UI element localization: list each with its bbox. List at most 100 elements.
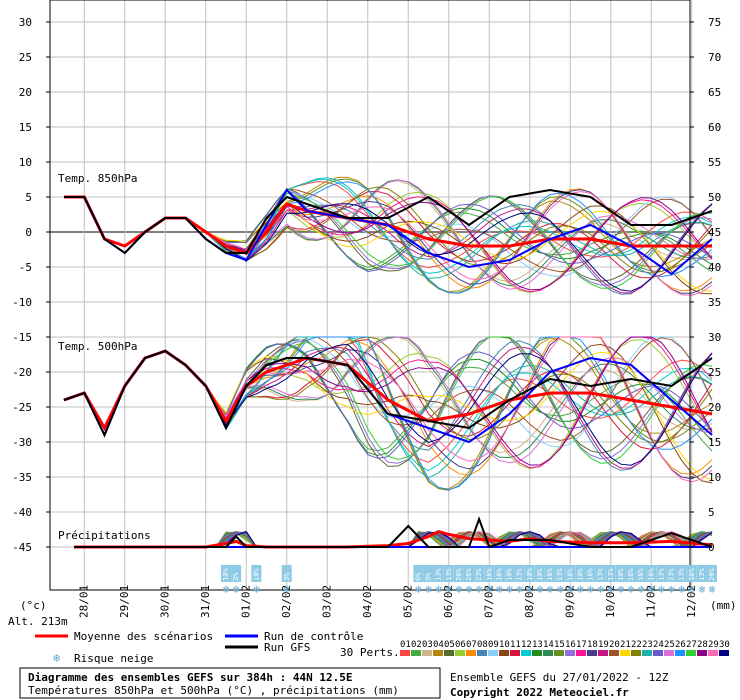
snow-risk-pct: 16%: [587, 568, 595, 581]
pert-swatch: [499, 650, 509, 656]
snow-icon: ❄: [587, 583, 594, 596]
snow-risk-bar: [504, 565, 515, 582]
snow-risk-bar: [514, 565, 525, 582]
right-tick-label: 55: [708, 156, 721, 169]
pert-swatch: [488, 650, 498, 656]
series-line-precip: [74, 516, 713, 549]
pert-number: 08: [477, 640, 488, 650]
left-tick-label: -30: [12, 436, 32, 449]
snow-risk-pct: 13%: [516, 568, 524, 581]
snow-risk-bar: [494, 565, 505, 582]
pert-number: 15: [554, 640, 565, 650]
pert-swatch: [521, 650, 531, 656]
series-line-t500: [63, 349, 713, 438]
left-axis: 30 25 20 15 10 5 0 -5 -10 -15 -20 -25 -30 -35 -40 -45: [12, 16, 50, 554]
pert-swatch: [653, 650, 663, 656]
snow-risk-bar: [423, 565, 434, 582]
snow-risk-bar: [696, 565, 707, 582]
pert-swatch: [532, 650, 542, 656]
pert-swatch: [675, 650, 685, 656]
pert-swatch: [620, 650, 630, 656]
pert-number: 23: [642, 640, 653, 650]
snow-risk-pct: 16%: [688, 568, 696, 581]
snow-risk-bar: [646, 565, 657, 582]
snow-icon: ❄: [233, 583, 240, 596]
snow-icon: ❄: [506, 583, 513, 596]
left-tick-label: -10: [12, 296, 32, 309]
snow-risk-pct: 16%: [647, 568, 655, 581]
pert-number: 07: [466, 640, 477, 650]
left-tick-label: 10: [19, 156, 32, 169]
pert-swatch: [554, 650, 564, 656]
snow-risk-bar: [585, 565, 596, 582]
left-tick-label: -40: [12, 506, 32, 519]
pert-number: 14: [543, 640, 554, 650]
left-tick-label: -25: [12, 401, 32, 414]
snow-icon: ❄: [557, 583, 564, 596]
snow-icon: ❄: [618, 583, 625, 596]
right-tick-label: 65: [708, 86, 721, 99]
pert-number: 27: [686, 640, 697, 650]
snow-risk-pct: 16%: [637, 568, 645, 581]
right-tick-label: 10: [708, 471, 721, 484]
pert-number: 17: [576, 640, 587, 650]
snow-risk-pct: 13%: [678, 568, 686, 581]
pert-swatch: [598, 650, 608, 656]
snow-icon: ❄: [709, 583, 716, 596]
right-tick-label: 50: [708, 191, 721, 204]
pert-swatch: [642, 650, 652, 656]
date-tick-label: 07/02: [482, 585, 495, 618]
right-tick-label: 75: [708, 16, 721, 29]
pert-number: 06: [455, 640, 466, 650]
date-tick-label: 02/02: [280, 585, 293, 618]
snow-risk-bar: [615, 565, 626, 582]
snow-risk-bar: [484, 565, 495, 582]
snow-risk-pct: 10%: [222, 568, 230, 581]
legend: Moyenne des scénarios Run de contrôle Ru…: [35, 630, 730, 665]
snow-risk-pct: 20%: [708, 568, 716, 581]
pert-number: 11: [510, 640, 521, 650]
pert-swatch: [708, 650, 718, 656]
snow-risk-bar: [433, 565, 444, 582]
plot-frame: [49, 0, 691, 591]
pert-swatch: [697, 650, 707, 656]
left-unit-label: (°c): [20, 599, 47, 612]
pert-swatch: [664, 650, 674, 656]
snow-risk-bar: [575, 565, 586, 582]
pert-number: 02: [411, 640, 422, 650]
pert-number: 24: [653, 640, 664, 650]
snow-icon: ❄: [547, 583, 554, 596]
pert-number: 13: [532, 640, 543, 650]
snow-risk-markers: 10%❄3%❄10%❄3%❄6%❄3%❄13%❄13%❄26%❄26%❄23%❄…: [221, 565, 717, 596]
right-tick-label: 30: [708, 331, 721, 344]
snow-risk-bar: [595, 565, 606, 582]
snow-risk-bar: [707, 565, 717, 582]
snow-icon: ❄: [628, 583, 635, 596]
snow-risk-bar: [221, 565, 231, 582]
snow-risk-bar: [565, 565, 576, 582]
pert-number: 20: [609, 640, 620, 650]
pert-swatch: [587, 650, 597, 656]
legend-perts-label: 30 Perts.: [340, 646, 400, 659]
left-tick-label: -15: [12, 331, 32, 344]
date-tick-label: 31/01: [199, 585, 212, 618]
panel-label-t500: Temp. 500hPa: [58, 340, 137, 353]
left-tick-label: 15: [19, 121, 32, 134]
snow-icon: ❄: [537, 583, 544, 596]
snow-risk-pct: 13%: [556, 568, 564, 581]
snow-icon: ❄: [648, 583, 655, 596]
snow-risk-pct: 13%: [445, 568, 453, 581]
pert-number: 09: [488, 640, 499, 650]
legend-mean-label: Moyenne des scénarios: [74, 630, 213, 643]
left-tick-label: 5: [25, 191, 32, 204]
snow-icon: ❄: [253, 583, 260, 596]
snow-risk-bar: [281, 565, 292, 582]
pert-swatch: [510, 650, 520, 656]
snow-risk-pct: 13%: [607, 568, 615, 581]
pert-swatch: [543, 650, 553, 656]
date-tick-label: 05/02: [401, 585, 414, 618]
pert-swatch: [400, 650, 410, 656]
snow-risk-bar: [545, 565, 555, 582]
snow-icon: ❄: [597, 583, 604, 596]
snow-risk-pct: 16%: [566, 568, 574, 581]
